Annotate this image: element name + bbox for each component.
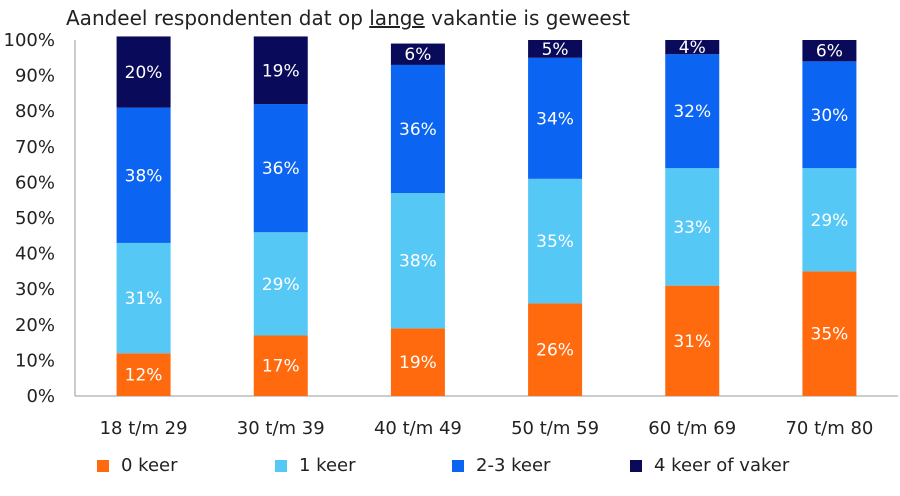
data-label: 32% [673,102,711,122]
data-label: 29% [811,211,849,231]
bar-segment [528,40,583,58]
legend-swatch [630,459,642,472]
data-label: 30% [811,106,849,126]
legend-label: 2-3 keer [476,455,551,476]
y-tick-label: 10% [15,350,55,371]
bar-segment [253,104,308,233]
bar-segment [116,36,171,108]
data-label: 5% [542,40,569,60]
bar-segment [665,40,720,55]
bar-segment [253,335,308,396]
y-tick-label: 40% [15,244,55,265]
x-category-label: 70 t/m 80 [785,418,873,439]
legend-item: 2-3 keer [452,455,550,476]
chart-title-start: Aandeel respondenten dat op [66,6,370,30]
chart-title-underlined: lange [369,6,425,30]
bar-segment [116,242,171,354]
y-tick-label: 30% [15,279,55,300]
data-label: 36% [399,120,437,140]
bar-segment [253,232,308,336]
data-label: 12% [125,366,163,386]
legend-item: 1 keer [275,455,356,476]
bar-segment [802,40,857,62]
legend-label: 4 keer of vaker [654,455,790,476]
bar-segment [116,353,171,396]
x-category-label: 50 t/m 59 [511,418,599,439]
data-label: 19% [262,61,300,81]
legend-swatch [275,459,287,472]
x-category-label: 30 t/m 39 [237,418,325,439]
chart-title: Aandeel respondenten dat op lange vakant… [66,6,630,30]
y-tick-label: 100% [4,30,55,51]
bar-segment [802,271,857,396]
x-category-label: 40 t/m 49 [374,418,462,439]
bar-segment [390,64,445,194]
x-category-label: 60 t/m 69 [648,418,736,439]
data-label: 31% [673,332,711,352]
bar-segment [528,178,583,304]
y-tick-label: 0% [26,386,55,407]
bar-segment [802,61,857,169]
legend-swatch [452,459,464,472]
bar-segment [390,43,445,65]
data-label: 38% [125,166,163,186]
legend-label: 1 keer [299,455,356,476]
bar-segment [528,57,583,179]
data-label: 33% [673,218,711,238]
bar-segment [528,303,583,396]
data-label: 6% [404,45,431,65]
data-label: 19% [399,353,437,373]
data-label: 29% [262,275,300,295]
chart-title-end: vakantie is geweest [424,6,630,30]
data-label: 26% [536,341,574,361]
y-tick-label: 90% [15,66,55,87]
legend-item: 4 keer of vaker [630,455,789,476]
bar-segment [253,36,308,105]
chart-legend: 0 keer 1 keer 2-3 keer 4 keer of vaker [0,455,900,485]
bar-segment [665,168,720,286]
y-tick-label: 80% [15,101,55,122]
bar-segment [390,328,445,396]
y-tick-label: 50% [15,208,55,229]
bar-segment [802,168,857,272]
bar-segment [390,193,445,329]
legend-label: 0 keer [121,455,178,476]
data-label: 31% [125,289,163,309]
bar-segment [665,54,720,169]
y-tick-label: 60% [15,172,55,193]
data-label: 35% [811,325,849,345]
data-label: 36% [262,159,300,179]
y-tick-label: 20% [15,315,55,336]
x-category-label: 18 t/m 29 [100,418,188,439]
legend-swatch [97,459,109,472]
data-label: 20% [125,63,163,83]
data-label: 34% [536,109,574,129]
data-label: 38% [399,252,437,272]
y-tick-label: 70% [15,137,55,158]
bar-segment [116,107,171,243]
data-label: 35% [536,232,574,252]
data-label: 6% [816,42,843,62]
legend-item: 0 keer [97,455,178,476]
data-label: 4% [679,38,706,58]
bar-segment [665,285,720,396]
data-label: 17% [262,357,300,377]
